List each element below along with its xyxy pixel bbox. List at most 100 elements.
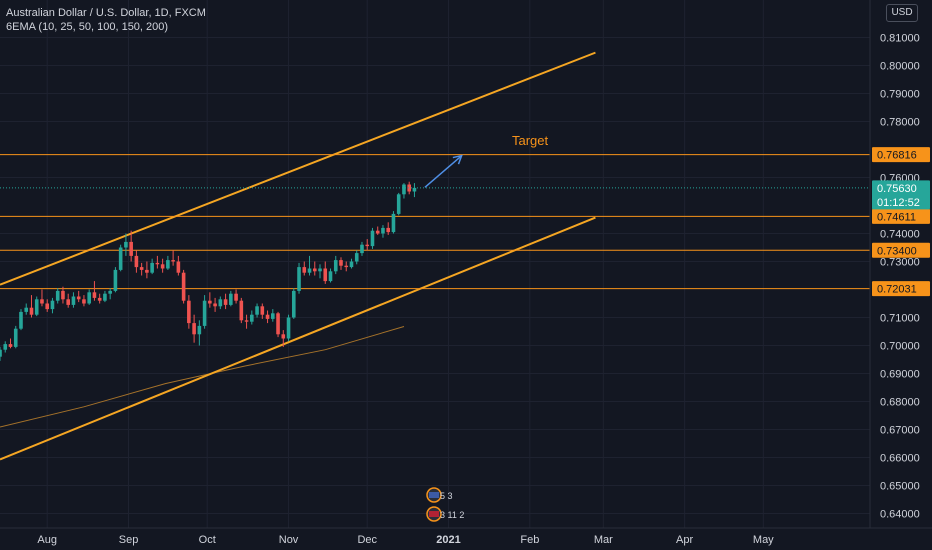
candle-body bbox=[318, 268, 322, 272]
candle-body bbox=[234, 293, 238, 301]
price-axis-bg bbox=[870, 0, 932, 550]
candle bbox=[97, 293, 102, 304]
candle-body bbox=[134, 255, 139, 268]
candle-body bbox=[24, 307, 29, 312]
candle bbox=[29, 295, 34, 318]
price-tick-label: 0.81000 bbox=[880, 33, 920, 45]
price-tick-label: 0.80000 bbox=[880, 61, 920, 73]
candle bbox=[344, 261, 349, 272]
level-price-tag bbox=[872, 242, 930, 258]
price-tick-label: 0.78000 bbox=[880, 117, 920, 129]
candle-body bbox=[113, 269, 118, 291]
candle-body bbox=[312, 268, 317, 272]
candle-body bbox=[402, 184, 406, 195]
level-price-tag bbox=[872, 208, 930, 224]
candle bbox=[19, 309, 23, 331]
candle bbox=[297, 262, 301, 294]
candle bbox=[166, 255, 170, 270]
time-tick-label: 2021 bbox=[436, 534, 460, 546]
candle bbox=[87, 289, 91, 305]
candle bbox=[407, 181, 411, 195]
candle bbox=[40, 289, 44, 307]
candle bbox=[45, 299, 50, 312]
candle-body bbox=[407, 184, 411, 192]
candle bbox=[339, 257, 343, 270]
event-count: 5 3 bbox=[440, 491, 453, 501]
price-tick-label: 0.65000 bbox=[880, 481, 920, 493]
candle-body bbox=[344, 265, 349, 268]
last-price-tag bbox=[872, 180, 930, 210]
candle bbox=[176, 255, 181, 276]
candle-body bbox=[286, 317, 291, 339]
candle-body bbox=[150, 262, 154, 273]
candle bbox=[354, 250, 359, 265]
price-tick-label: 0.68000 bbox=[880, 397, 920, 409]
candle bbox=[150, 258, 154, 275]
candle bbox=[307, 255, 312, 276]
candle-body bbox=[328, 271, 333, 282]
candle bbox=[208, 292, 212, 308]
level-price-label: 0.74611 bbox=[877, 211, 916, 223]
candle-body bbox=[365, 244, 370, 247]
candle-body bbox=[103, 293, 107, 301]
price-tick-label: 0.71000 bbox=[880, 313, 920, 325]
candle-body bbox=[166, 260, 170, 269]
candle bbox=[145, 261, 149, 279]
candle-body bbox=[260, 306, 265, 315]
flag-us-icon bbox=[426, 487, 442, 503]
candle-body bbox=[412, 187, 417, 192]
time-tick-label: Aug bbox=[37, 534, 57, 546]
candle bbox=[108, 288, 112, 300]
ema-line bbox=[0, 326, 405, 428]
candle bbox=[265, 310, 270, 324]
candle bbox=[197, 320, 202, 346]
candle-body bbox=[45, 303, 50, 310]
time-axis[interactable]: Aug Sep Oct Nov Dec 2021 Feb Mar Apr May bbox=[0, 527, 932, 550]
candle-body bbox=[244, 320, 249, 322]
candle-body bbox=[71, 296, 76, 305]
candle-body bbox=[181, 272, 186, 301]
candle-body bbox=[370, 230, 375, 247]
time-tick-label: Feb bbox=[520, 534, 539, 546]
candle bbox=[213, 297, 217, 312]
candle bbox=[0, 346, 2, 361]
candle bbox=[318, 264, 322, 279]
candle bbox=[61, 286, 65, 304]
candle-body bbox=[339, 260, 343, 266]
candle bbox=[50, 297, 55, 314]
candle bbox=[103, 290, 107, 303]
candle bbox=[412, 183, 417, 198]
candle-body bbox=[276, 313, 280, 335]
price-axis[interactable]: 0.810000.800000.790000.780000.760000.740… bbox=[869, 0, 932, 550]
candle-body bbox=[50, 300, 55, 310]
candle bbox=[323, 261, 328, 284]
candle-body bbox=[13, 328, 18, 347]
candle bbox=[312, 261, 317, 276]
candle bbox=[239, 297, 244, 324]
candle-body bbox=[19, 311, 23, 329]
candle-body bbox=[213, 303, 217, 307]
currency-button[interactable]: USD bbox=[886, 4, 918, 22]
target-arrow bbox=[424, 154, 463, 188]
candle-body bbox=[354, 253, 359, 262]
level-price-label: 0.72031 bbox=[877, 284, 917, 296]
channel-line-lower bbox=[0, 216, 596, 461]
candle-body bbox=[55, 290, 60, 301]
candle-body bbox=[82, 299, 86, 304]
candle bbox=[349, 258, 354, 269]
candle-body bbox=[270, 313, 275, 319]
candle-body bbox=[108, 290, 112, 294]
candle bbox=[229, 290, 233, 307]
candle-body bbox=[291, 290, 296, 318]
price-tick-label: 0.64000 bbox=[880, 509, 920, 521]
candle-body bbox=[386, 227, 391, 233]
time-tick-label: Oct bbox=[199, 534, 216, 546]
candle-body bbox=[97, 297, 102, 301]
candle-body bbox=[61, 290, 65, 300]
candle bbox=[386, 222, 391, 235]
candle bbox=[71, 292, 76, 308]
candle bbox=[381, 225, 385, 238]
indicator-label: 6EMA (10, 25, 50, 100, 150, 200) bbox=[6, 21, 169, 33]
candle-body bbox=[129, 241, 133, 256]
